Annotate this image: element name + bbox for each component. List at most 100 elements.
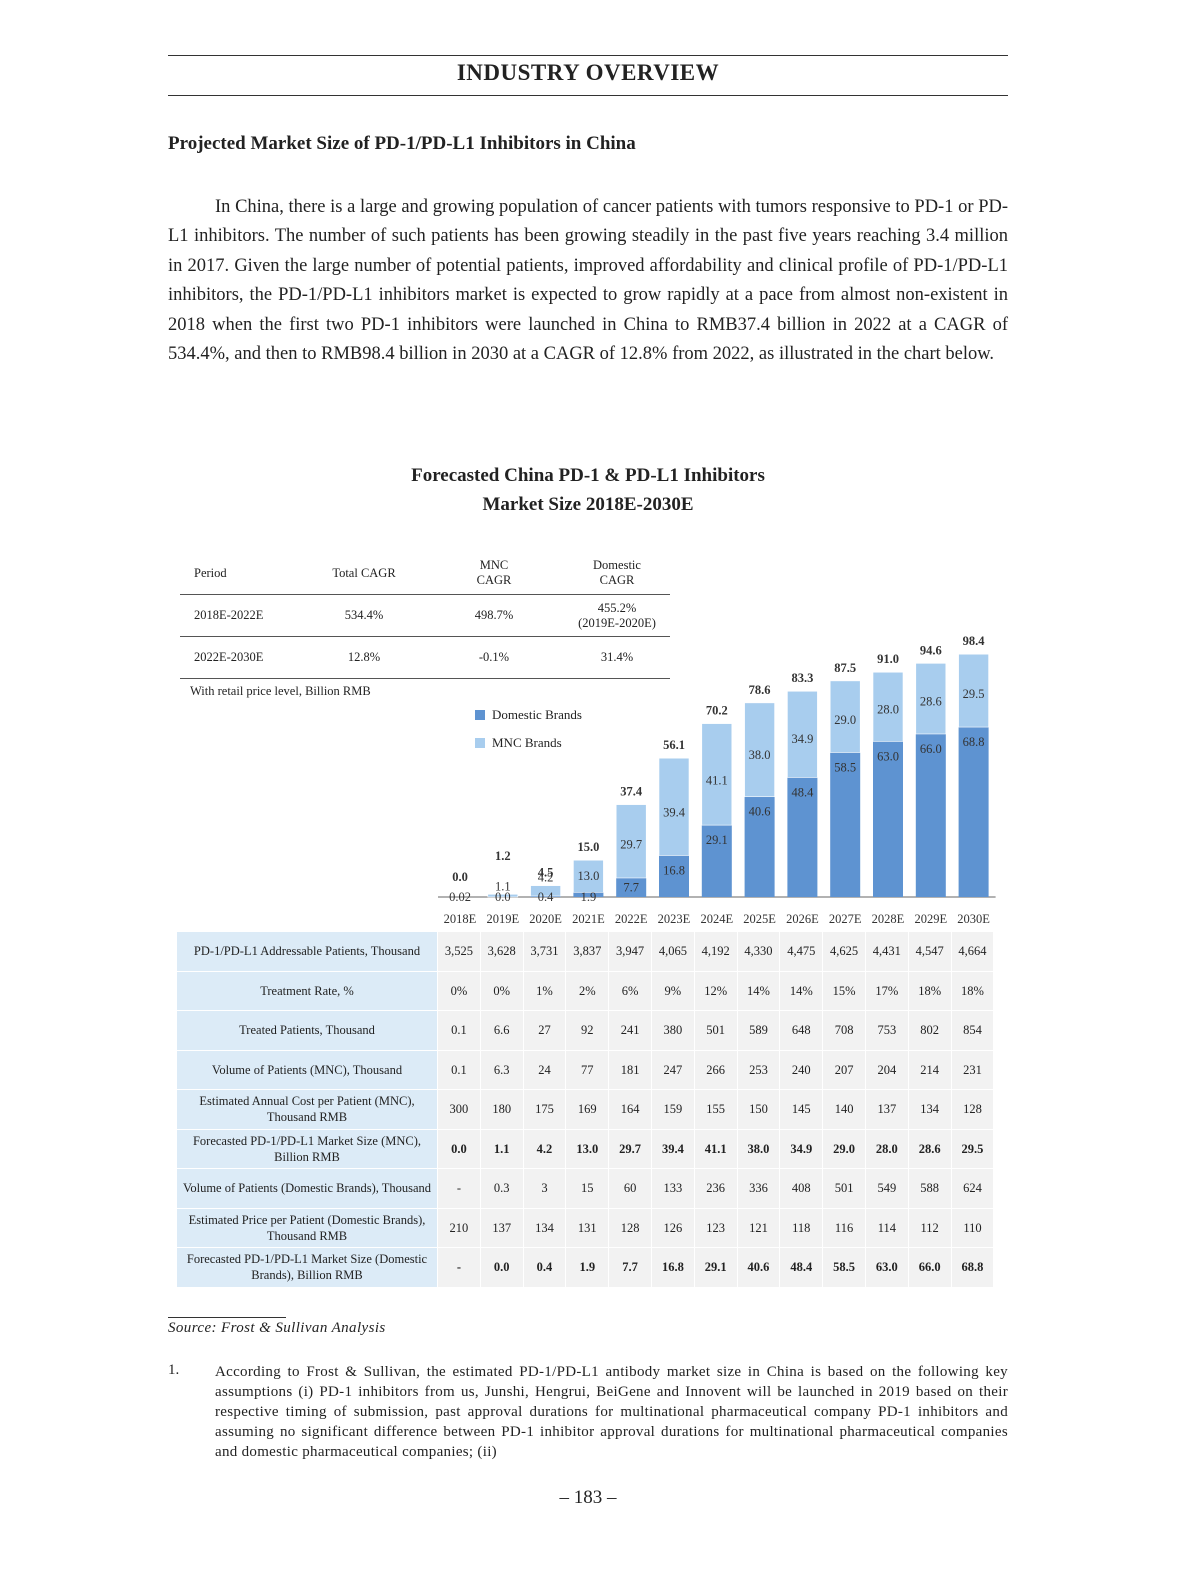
- row-label: Forecasted PD-1/PD-L1 Market Size (Domes…: [177, 1248, 437, 1287]
- bar-mnc: [872, 671, 904, 742]
- bar-mnc: [615, 804, 647, 879]
- table-cell: 0.4: [523, 1248, 566, 1287]
- table-cell: 164: [609, 1090, 651, 1129]
- table-cell: 27: [523, 1011, 566, 1050]
- footnote-number: 1.: [168, 1362, 180, 1378]
- table-cell: 231: [951, 1050, 994, 1089]
- x-tick-label: 2018E: [444, 912, 477, 926]
- table-cell: 501: [823, 1169, 865, 1208]
- table-cell: 408: [780, 1169, 823, 1208]
- table-cell: 24: [523, 1050, 566, 1089]
- table-cell: -: [438, 1169, 480, 1208]
- table-cell: 133: [651, 1169, 694, 1208]
- table-cell: 140: [823, 1090, 865, 1129]
- table-cell: 4.2: [523, 1129, 566, 1168]
- data-label-domestic: 63.0: [877, 749, 899, 763]
- cagr-header-domestic-text: Domestic CAGR: [593, 558, 641, 587]
- data-label-mnc: 1.1: [495, 879, 511, 893]
- table-cell: 150: [737, 1090, 780, 1129]
- table-cell: 128: [951, 1090, 994, 1129]
- table-cell: 110: [951, 1208, 994, 1247]
- table-cell: 66.0: [908, 1248, 951, 1287]
- table-cell: 802: [908, 1011, 951, 1050]
- table-cell: 266: [694, 1050, 737, 1089]
- table-cell: 28.6: [908, 1129, 951, 1168]
- table-cell: 169: [566, 1090, 609, 1129]
- table-cell: 300: [438, 1090, 480, 1129]
- x-tick-label: 2019E: [486, 912, 519, 926]
- x-tick-label: 2030E: [957, 912, 990, 926]
- cagr-mnc: 498.7%: [424, 594, 564, 637]
- table-cell: 6.3: [480, 1050, 523, 1089]
- table-cell: 134: [523, 1208, 566, 1247]
- stacked-bar-chart: 0.020.02018E0.01.11.22019E0.44.24.52020E…: [438, 634, 996, 926]
- table-cell: 181: [609, 1050, 651, 1089]
- table-cell: 34.9: [780, 1129, 823, 1168]
- table-cell: 13.0: [566, 1129, 609, 1168]
- data-label-total: 15.0: [577, 840, 599, 854]
- table-cell: 210: [438, 1208, 480, 1247]
- header-top-rule: [168, 55, 1008, 56]
- source-note: Source: Frost & Sullivan Analysis: [168, 1320, 386, 1336]
- cagr-header-mnc: MNC CAGR: [424, 552, 564, 595]
- legend-swatch-domestic: [475, 710, 485, 720]
- cagr-total: 534.4%: [304, 594, 424, 637]
- x-tick-label: 2028E: [872, 912, 905, 926]
- bar-domestic: [744, 796, 775, 897]
- table-cell: 112: [908, 1208, 951, 1247]
- x-tick-label: 2024E: [700, 912, 733, 926]
- table-cell: 0%: [438, 971, 480, 1010]
- bar-mnc: [487, 893, 519, 898]
- bar-mnc: [701, 723, 733, 826]
- table-cell: 128: [609, 1208, 651, 1247]
- chart-legend: Domestic Brands MNC Brands: [475, 701, 582, 757]
- body-paragraph: In China, there is a large and growing p…: [168, 193, 1008, 369]
- table-cell: 207: [823, 1050, 865, 1089]
- table-cell: 126: [651, 1208, 694, 1247]
- table-cell: 121: [737, 1208, 780, 1247]
- table-cell: 92: [566, 1011, 609, 1050]
- bar-mnc: [530, 885, 561, 897]
- table-cell: 624: [951, 1169, 994, 1208]
- table-row: Estimated Annual Cost per Patient (MNC),…: [177, 1090, 994, 1129]
- table-cell: 48.4: [780, 1248, 823, 1287]
- data-label-total: 0.0: [452, 870, 468, 884]
- table-row: Treatment Rate, % 0% 0% 1% 2% 6% 9% 12% 14% 14% 15…: [177, 971, 994, 1010]
- data-label-domestic: 58.5: [834, 761, 856, 775]
- x-tick-label: 2022E: [615, 912, 648, 926]
- cagr-row: 2022E-2030E 12.8% -0.1% 31.4%: [180, 636, 670, 679]
- table-cell: 68.8: [951, 1248, 994, 1287]
- table-cell: 241: [609, 1011, 651, 1050]
- table-cell: 3,837: [566, 932, 609, 971]
- table-cell: 131: [566, 1208, 609, 1247]
- table-cell: 6.6: [480, 1011, 523, 1050]
- table-cell: 155: [694, 1090, 737, 1129]
- data-label-domestic: 68.8: [963, 735, 985, 749]
- table-cell: 1.1: [480, 1129, 523, 1168]
- bar-mnc: [787, 690, 818, 778]
- cagr-table: Period Total CAGR MNC CAGR Domestic CAGR…: [180, 552, 670, 679]
- row-label: Treatment Rate, %: [177, 971, 437, 1010]
- table-cell: 753: [865, 1011, 908, 1050]
- cagr-domestic: 455.2% (2019E-2020E): [564, 594, 670, 637]
- data-label-domestic: 7.7: [623, 880, 639, 894]
- table-cell: 0.3: [480, 1169, 523, 1208]
- table-cell: 4,547: [908, 932, 951, 971]
- legend-swatch-mnc: [475, 738, 485, 748]
- source-rule: [168, 1317, 286, 1318]
- table-cell: 29.5: [951, 1129, 994, 1168]
- data-label-mnc: 34.9: [791, 732, 813, 746]
- cagr-header-domestic: Domestic CAGR: [564, 552, 670, 595]
- table-cell: -: [438, 1248, 480, 1287]
- bar-mnc: [829, 680, 861, 753]
- table-cell: 0.0: [438, 1129, 480, 1168]
- table-cell: 7.7: [609, 1248, 651, 1287]
- row-label: PD-1/PD-L1 Addressable Patients, Thousan…: [177, 932, 437, 971]
- row-label: Treated Patients, Thousand: [177, 1011, 437, 1050]
- data-label-total: 70.2: [706, 704, 728, 718]
- table-cell: 14%: [737, 971, 780, 1010]
- cagr-header-period: Period: [180, 552, 304, 595]
- table-cell: 39.4: [651, 1129, 694, 1168]
- table-cell: 137: [865, 1090, 908, 1129]
- data-label-total: 56.1: [663, 738, 685, 752]
